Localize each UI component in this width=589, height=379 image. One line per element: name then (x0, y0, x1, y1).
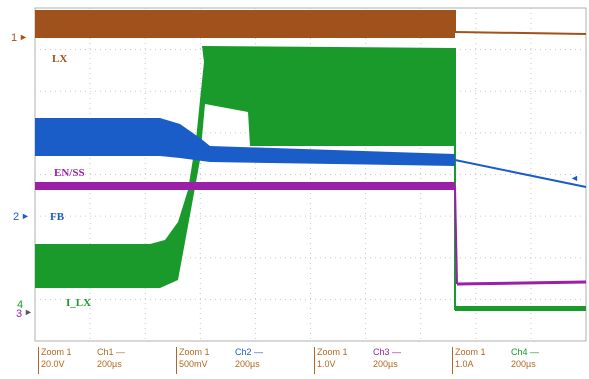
ch1-marker-arrow-icon: ► (19, 32, 28, 42)
ch4-zoom: Zoom 1 (455, 347, 486, 357)
lx-label: LX (52, 53, 67, 65)
trigger-level-icon: ◄ (570, 173, 579, 183)
ch3-name: Ch3 — (373, 347, 402, 357)
ch2-name: Ch2 — (235, 347, 264, 357)
ch1-scale: 20.0V (41, 359, 65, 369)
ch3-marker: 3 (16, 308, 22, 320)
ch1-marker: 1 (11, 32, 17, 44)
ch1-zoom: Zoom 1 (41, 347, 72, 357)
ch3-marker-arrow-icon: ► (24, 307, 33, 317)
lx-trace (35, 10, 587, 38)
ch1-time: 200µs (97, 359, 122, 369)
fb-trace (35, 118, 587, 188)
ch3-readout: Zoom 1 Ch3 — 1.0V 200µs (314, 347, 445, 374)
ch4-marker: 4 (17, 299, 23, 311)
ch3-scale: 1.0V (317, 359, 336, 369)
ch2-readout: Zoom 1 Ch2 — 500mV 200µs (176, 347, 307, 374)
ch4-time: 200µs (511, 359, 536, 369)
en-ss-label: EN/SS (54, 167, 85, 179)
ch2-marker: 2 (13, 211, 19, 223)
i-lx-label: I_LX (66, 297, 91, 309)
ch3-time: 200µs (373, 359, 398, 369)
fb-label: FB (50, 211, 65, 223)
ch4-name: Ch4 — (511, 347, 540, 357)
i-lx-trace (35, 46, 586, 311)
ch1-readout: Zoom 1 Ch1 — 20.0V 200µs (38, 347, 169, 374)
en-ss-trace (35, 182, 587, 286)
ch2-time: 200µs (235, 359, 260, 369)
ch2-zoom: Zoom 1 (179, 347, 210, 357)
ch1-name: Ch1 — (97, 347, 126, 357)
ch2-marker-arrow-icon: ► (21, 211, 30, 221)
ch4-readout: Zoom 1 Ch4 — 1.0A 200µs (452, 347, 583, 374)
ch3-zoom: Zoom 1 (317, 347, 348, 357)
ch4-scale: 1.0A (455, 359, 474, 369)
ch2-scale: 500mV (179, 359, 208, 369)
